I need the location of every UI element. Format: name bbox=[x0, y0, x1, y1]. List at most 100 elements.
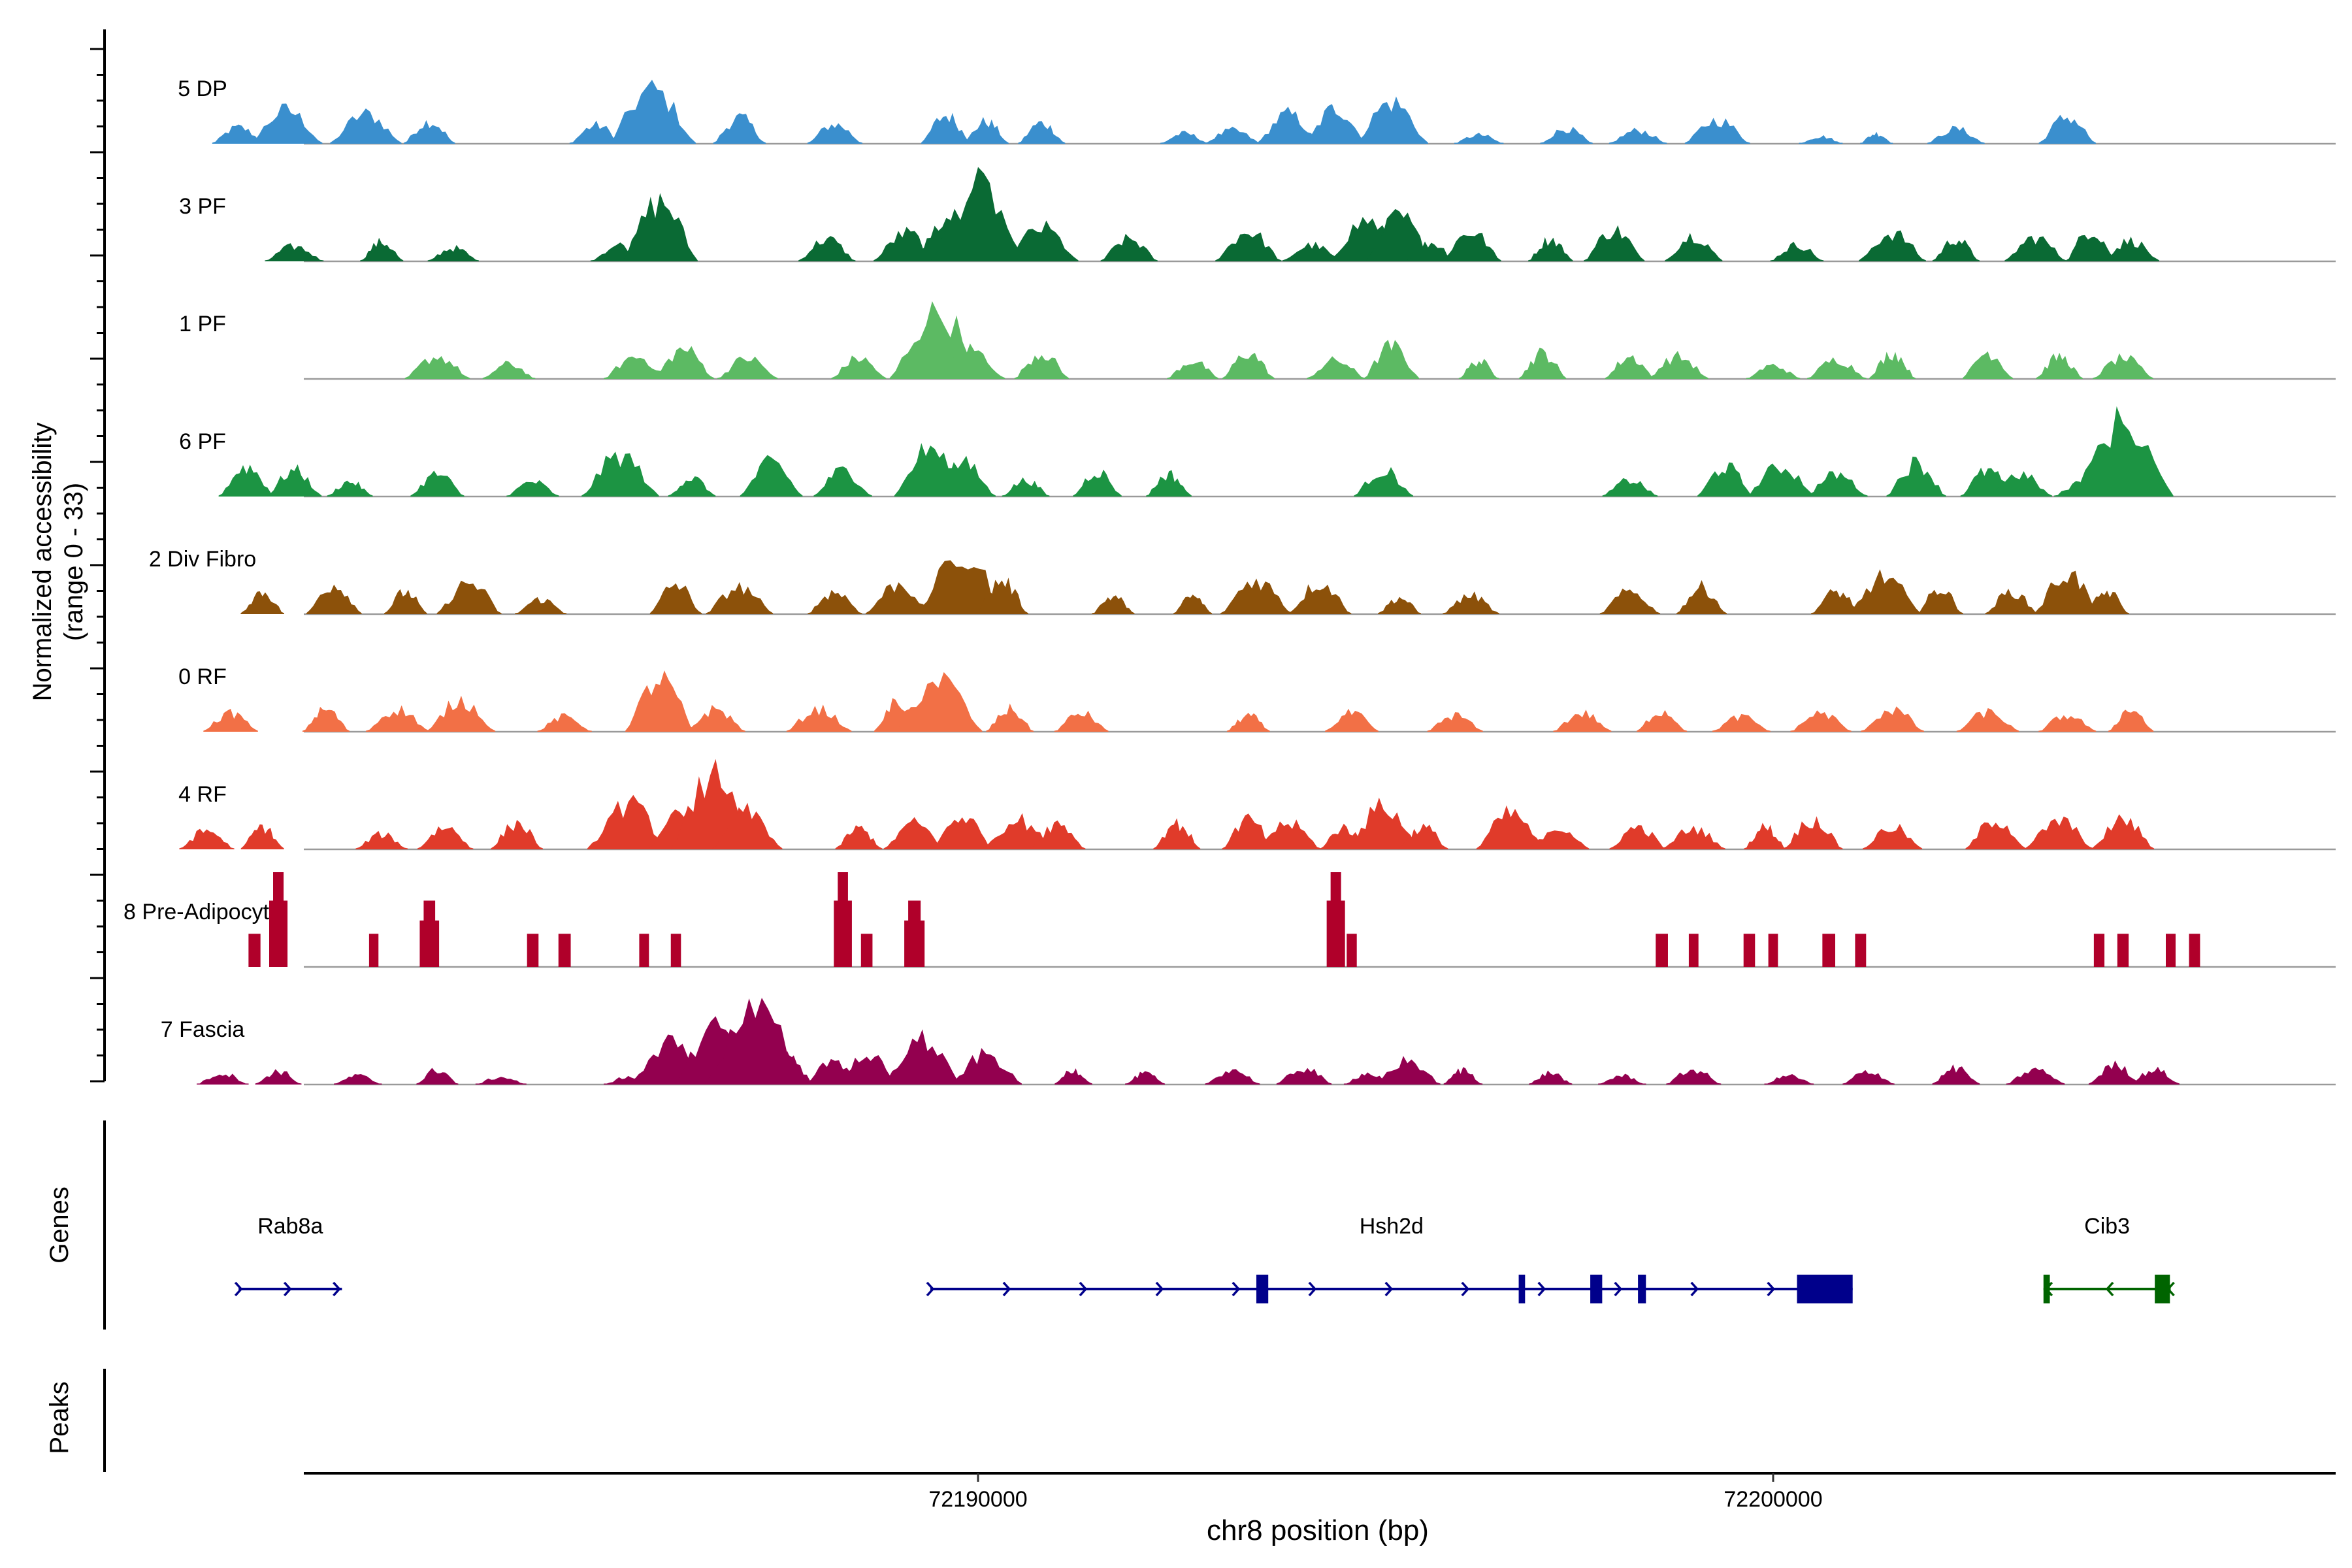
coverage-peak bbox=[1985, 589, 2038, 614]
coverage-peak bbox=[179, 828, 235, 849]
coverage-peak bbox=[1861, 706, 1924, 732]
coverage-peak bbox=[365, 705, 430, 732]
coverage-peak bbox=[1770, 242, 1824, 261]
gene-strand-arrow bbox=[1614, 1281, 1623, 1297]
coverage-peak bbox=[1744, 823, 1787, 849]
track-label: 3 PF bbox=[179, 194, 226, 219]
coverage-peak bbox=[1688, 934, 1699, 967]
coverage-peak bbox=[2102, 237, 2159, 261]
coverage-peak bbox=[1427, 712, 1483, 732]
coverage-peak bbox=[2006, 1068, 2065, 1085]
coverage-peak bbox=[1917, 589, 1963, 614]
track-6-pf: 6 PF bbox=[179, 406, 2336, 498]
coverage-peak bbox=[1963, 351, 2014, 379]
coverage-peak bbox=[1869, 351, 1916, 379]
coverage-peak bbox=[1100, 233, 1158, 261]
coverage-peak bbox=[330, 108, 402, 144]
coverage-peak bbox=[625, 670, 695, 732]
coverage-peak bbox=[836, 1055, 898, 1085]
coverage-peak bbox=[1441, 233, 1501, 261]
coverage-peak bbox=[569, 120, 623, 144]
coverage-peak bbox=[1783, 816, 1843, 849]
coverage-peak bbox=[1257, 106, 1319, 144]
coverage-peak bbox=[1666, 1070, 1722, 1085]
gene-strand-arrow bbox=[1461, 1281, 1470, 1297]
coverage-peak bbox=[639, 934, 649, 967]
gene-exon bbox=[1638, 1275, 1646, 1303]
coverage-peak bbox=[975, 578, 1028, 614]
coverage-peak bbox=[798, 236, 856, 261]
coverage-peak bbox=[1932, 1064, 1980, 1085]
coverage-peak bbox=[482, 361, 536, 379]
coverage-peak bbox=[928, 455, 996, 497]
coverage-peak bbox=[1282, 242, 1342, 261]
coverage-peak bbox=[761, 1051, 813, 1085]
coverage-peak bbox=[1173, 595, 1213, 614]
coverage-peak bbox=[1806, 357, 1867, 379]
coverage-peak bbox=[1927, 125, 1985, 144]
coverage-peak bbox=[1476, 805, 1545, 849]
coverage-peak bbox=[1863, 824, 1923, 849]
coverage-peak bbox=[355, 830, 408, 849]
track-label: 6 PF bbox=[179, 429, 226, 454]
coverage-peak bbox=[384, 589, 427, 614]
coverage-peak bbox=[1443, 1067, 1483, 1085]
coverage-peak bbox=[1030, 820, 1086, 849]
coverage-peak bbox=[1528, 237, 1573, 261]
coverage-peak bbox=[475, 1077, 527, 1085]
gene-label: Rab8a bbox=[257, 1214, 323, 1239]
coverage-peak bbox=[368, 934, 379, 967]
coverage-peak bbox=[1746, 363, 1801, 379]
coverage-peak bbox=[2025, 816, 2094, 849]
coverage-peak bbox=[986, 703, 1034, 732]
coverage-peak bbox=[1609, 127, 1667, 144]
coverage-peak bbox=[1458, 359, 1499, 379]
coverage-peak bbox=[1354, 466, 1414, 497]
gene-hsh2d: Hsh2d bbox=[926, 1214, 1853, 1303]
gene-strand-arrow bbox=[283, 1281, 292, 1297]
coverage-peak bbox=[1932, 239, 1980, 261]
coverage-peak bbox=[1215, 232, 1282, 261]
track-label: 7 Fascia bbox=[161, 1017, 245, 1042]
coverage-peak bbox=[197, 1073, 249, 1085]
coverage-peak bbox=[1609, 825, 1667, 849]
coverage-peak bbox=[1018, 121, 1066, 144]
peaks-track: Peaks bbox=[45, 1369, 106, 1472]
coverage-peak bbox=[1222, 353, 1275, 379]
gene-exon bbox=[2155, 1275, 2170, 1303]
coverage-peak bbox=[1598, 1073, 1646, 1085]
coverage-peak bbox=[581, 451, 659, 497]
track-8-pre-adipocyte: 8 Pre-Adipocyte bbox=[123, 872, 2336, 968]
coverage-peak bbox=[713, 113, 766, 144]
coverage-peak bbox=[686, 705, 745, 732]
coverage-peak bbox=[1656, 934, 1668, 967]
track-0-rf: 0 RF bbox=[178, 664, 2336, 733]
coverage-peak bbox=[427, 695, 496, 732]
coverage-peak bbox=[963, 117, 1009, 144]
coverage-peak bbox=[712, 802, 783, 849]
coverage-peak bbox=[2117, 934, 2129, 967]
coverage-peak bbox=[653, 346, 715, 379]
gene-exon bbox=[2043, 1275, 2050, 1303]
coverage-peak bbox=[1378, 596, 1421, 614]
track-2-div-fibro: 2 Div Fibro bbox=[149, 547, 2336, 615]
coverage-peak bbox=[212, 124, 265, 144]
coverage-peak bbox=[622, 193, 698, 261]
coverage-peak bbox=[1768, 934, 1778, 967]
coverage-peak bbox=[1054, 1068, 1092, 1085]
x-axis-tick-label: 72190000 bbox=[928, 1487, 1027, 1512]
coverage-peak bbox=[410, 470, 465, 497]
coverage-peak bbox=[1054, 710, 1109, 732]
coverage-peak bbox=[982, 813, 1054, 849]
coverage-peak bbox=[1684, 118, 1750, 144]
coverage-peak bbox=[1092, 595, 1135, 614]
coverage-peak bbox=[203, 708, 258, 732]
gene-strand-arrow bbox=[926, 1281, 935, 1297]
coverage-peak bbox=[1005, 220, 1079, 261]
coverage-peak bbox=[2036, 352, 2083, 379]
coverage-peak bbox=[786, 704, 852, 732]
coverage-peak bbox=[1203, 127, 1262, 144]
coverage-peak bbox=[1790, 710, 1852, 732]
track-label: 0 RF bbox=[178, 664, 227, 689]
